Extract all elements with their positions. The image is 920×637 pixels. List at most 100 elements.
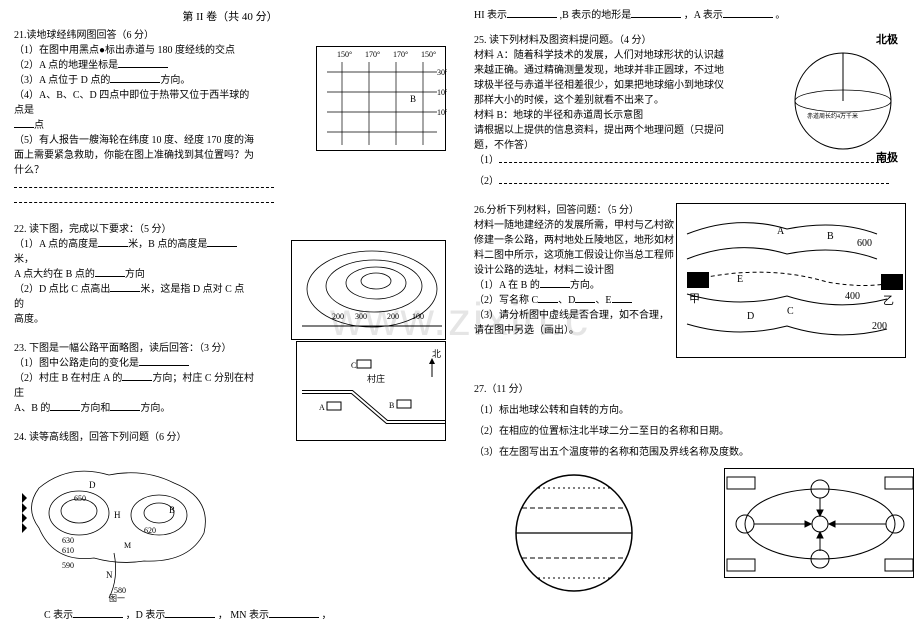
- svg-text:A: A: [319, 403, 325, 412]
- svg-text:D: D: [89, 480, 96, 490]
- svg-text:100: 100: [412, 312, 424, 321]
- q26-p1b: 方向。: [570, 280, 600, 291]
- q22-p3a: （2）D 点比 C 点高出: [14, 284, 110, 295]
- svg-text:200: 200: [332, 312, 344, 321]
- contour-figure-1: 200 300 200 100: [291, 240, 446, 340]
- svg-text:A: A: [777, 226, 785, 237]
- blank: [110, 282, 140, 292]
- q22-p2b: 方向: [125, 269, 145, 280]
- q26-stem: 26.分析下列材料，回答问题：（5 分）: [474, 203, 674, 218]
- q25-p1: （1）: [474, 155, 499, 166]
- answer-line: [499, 174, 889, 184]
- answer-line: [14, 193, 274, 203]
- orbit-figure: [724, 468, 914, 578]
- svg-text:150°: 150°: [421, 50, 436, 59]
- road-figure: 北 村庄 A B C: [296, 341, 446, 441]
- blank: [122, 371, 152, 381]
- blank: [73, 608, 123, 618]
- q23-p3c: 方向。: [140, 403, 170, 414]
- svg-text:170°: 170°: [393, 50, 408, 59]
- svg-text:590: 590: [62, 561, 74, 570]
- q21-p4b: 点: [34, 120, 44, 131]
- q21-p3b: 方向。: [160, 75, 190, 86]
- question-21: 21.读地球经纬网图回答（6 分） （1）在图中用黑点●标出赤道与 180 度经…: [14, 28, 446, 208]
- zones-circle-figure: [504, 468, 644, 598]
- svg-text:C: C: [351, 361, 356, 370]
- q24-t1b: ，D 表示: [126, 610, 166, 621]
- q24r-a: HI 表示: [474, 10, 507, 21]
- q26-p2a: （2）写名称 C: [474, 295, 538, 306]
- svg-text:10°: 10°: [437, 108, 447, 117]
- svg-text:D: D: [747, 311, 754, 322]
- svg-text:170°: 170°: [365, 50, 380, 59]
- q22-p1c: 米，: [14, 254, 34, 265]
- q21-p1: （1）在图中用黑点●标出赤道与 180 度经线的交点: [14, 43, 254, 58]
- q22-p1a: （1）A 点的高度是: [14, 239, 98, 250]
- svg-text:北极: 北极: [876, 33, 899, 46]
- svg-text:200: 200: [872, 321, 887, 332]
- blank: [50, 401, 80, 411]
- svg-text:南极: 南极: [876, 150, 899, 163]
- svg-text:B: B: [389, 401, 394, 410]
- question-26: 26.分析下列材料，回答问题：（5 分） 材料一随地建经济的发展所需，甲村与乙村…: [474, 203, 906, 368]
- svg-text:北: 北: [432, 349, 441, 359]
- q26-p2b: 、D: [558, 295, 575, 306]
- blank: [538, 293, 558, 303]
- q22-p2a: A 点大约在 B 点的: [14, 269, 95, 280]
- q24-t1a: C 表示: [44, 610, 73, 621]
- q24r-d: 。: [775, 10, 785, 21]
- q27-p1: （1）标出地球公转和自转的方向。: [474, 403, 906, 418]
- q26-p3a: （3）请分析图中虚线是否合理，如不合理，请在图中另选（画出）。: [474, 308, 674, 338]
- svg-text:610: 610: [62, 546, 74, 555]
- q23-p2a: （2）村庄 B 在村庄 A 的: [14, 373, 122, 384]
- blank: [139, 356, 189, 366]
- contour-figure-3: AB CD E 甲乙 600400200: [676, 203, 906, 358]
- q26-b1: 材料一随地建经济的发展所需，甲村与乙村欲修建一条公路，两村地处丘陵地区，地形如材…: [474, 218, 674, 278]
- blank: [612, 293, 632, 303]
- q27-p2: （2）在相应的位置标注北半球二分二至日的名称和日期。: [474, 424, 906, 439]
- blank: [723, 8, 773, 18]
- q27-p3: （3）在左图写出五个温度带的名称和范围及界线名称及度数。: [474, 445, 906, 460]
- q23-p1: （1）图中公路走向的变化是: [14, 358, 139, 369]
- svg-text:620: 620: [144, 526, 156, 535]
- svg-text:B: B: [827, 231, 834, 242]
- question-27: 27.（11 分） （1）标出地球公转和自转的方向。 （2）在相应的位置标注北半…: [474, 382, 906, 598]
- q24-stem: 24. 读等高线图，回答下列问题（6 分）: [14, 430, 446, 445]
- q21-p2a: （2）A 点的地理坐标是: [14, 60, 118, 71]
- svg-text:300: 300: [355, 312, 367, 321]
- svg-text:B: B: [410, 94, 416, 104]
- blank: [631, 8, 681, 18]
- q23-p3a: A、B 的: [14, 403, 50, 414]
- blank: [575, 293, 595, 303]
- svg-text:200: 200: [387, 312, 399, 321]
- grid-figure: 150° 170° 170° 150° 30° 10° 10° B: [316, 46, 446, 151]
- blank: [14, 118, 34, 128]
- blank: [98, 237, 128, 247]
- svg-text:甲: 甲: [689, 293, 700, 305]
- question-22: 22. 读下图，完成以下要求：（5 分） （1）A 点的高度是米，B 点的高度是…: [14, 222, 446, 327]
- svg-text:乙: 乙: [883, 294, 894, 307]
- section-title: 第 II 卷（共 40 分）: [14, 8, 446, 24]
- q21-p4a: （4）A、B、C、D 四点中即位于热带又位于西半球的点是: [14, 90, 249, 116]
- blank: [165, 608, 215, 618]
- left-column: 第 II 卷（共 40 分） 21.读地球经纬网图回答（6 分） （1）在图中用…: [0, 0, 460, 637]
- q25-b1: 材料 A：随着科学技术的发展，人们对地球形状的认识越来越正确。通过精确测量发现，…: [474, 48, 724, 108]
- question-24: 24. 读等高线图，回答下列问题（6 分） 650 630 610 590: [14, 430, 446, 623]
- q21-p3a: （3）A 点位于 D 点的: [14, 75, 110, 86]
- answer-line: [14, 178, 274, 188]
- svg-text:650: 650: [74, 494, 86, 503]
- svg-text:10°: 10°: [437, 88, 447, 97]
- q22-p3c: 高度。: [14, 314, 44, 325]
- svg-text:600: 600: [857, 238, 872, 249]
- q25-stem: 25. 读下列材料及图资料提问题。（4 分）: [474, 33, 724, 48]
- q24r-b: ,B 表示的地形是: [560, 10, 632, 21]
- q21-stem: 21.读地球经纬网图回答（6 分）: [14, 28, 446, 43]
- page-container: 第 II 卷（共 40 分） 21.读地球经纬网图回答（6 分） （1）在图中用…: [0, 0, 920, 637]
- svg-text:H: H: [114, 510, 121, 520]
- q24r-c: ，A 表示: [684, 10, 723, 21]
- blank: [110, 401, 140, 411]
- svg-text:630: 630: [62, 536, 74, 545]
- sphere-figure: 北极 南极 赤道周长约4万千米: [781, 33, 906, 163]
- q25-b2: 材料 B：地球的半径和赤道周长示意图: [474, 108, 724, 123]
- question-25: 25. 读下列材料及图资料提问题。（4 分） 材料 A：随着科学技术的发展，人们…: [474, 33, 906, 189]
